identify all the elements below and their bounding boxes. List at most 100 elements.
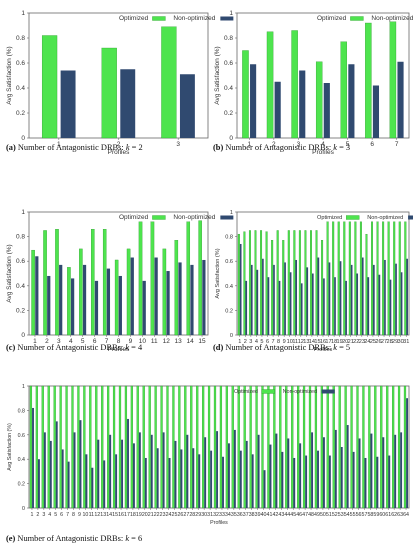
- bar-optimized: [219, 385, 223, 509]
- caption-text: Number of Antagonistic DRBs:: [225, 143, 332, 152]
- legend-label: Optimized: [234, 389, 258, 395]
- bar-optimized: [338, 385, 341, 509]
- bar-optimized: [397, 385, 401, 509]
- bar-non-optimized: [376, 456, 379, 508]
- caption-k: k: [333, 343, 338, 352]
- bar-non-optimized: [233, 429, 236, 508]
- bar-optimized: [41, 35, 58, 139]
- bar-optimized: [148, 385, 151, 509]
- bar-non-optimized: [281, 451, 284, 508]
- caption-a: (a) Number of Antagonistic DRBs: k = 2: [6, 143, 143, 152]
- legend-label: Non-optimized: [173, 214, 215, 221]
- bar-non-optimized: [239, 450, 242, 508]
- bar-non-optimized: [47, 275, 51, 335]
- plot-frame: [28, 385, 410, 509]
- bar-optimized: [287, 230, 290, 336]
- x-tick-label: 6: [266, 339, 269, 345]
- x-tick-label: 28: [386, 339, 392, 345]
- y-tick-label: 0: [21, 135, 25, 142]
- y-axis-label: Avg Satisfaction (%): [215, 248, 221, 298]
- bar-non-optimized: [305, 455, 308, 508]
- bar-optimized: [53, 385, 56, 509]
- x-tick-label: 2: [272, 141, 276, 148]
- chart-panel-3: 0 0.2 0.4 0.6 0.8 1 Avg Satisfaction (%) Profil…: [6, 209, 234, 353]
- bar-non-optimized: [91, 467, 94, 508]
- bar-non-optimized: [142, 280, 146, 335]
- bar-optimized: [386, 385, 389, 509]
- x-tick-label: 1: [57, 141, 61, 148]
- x-tick-label: 9: [283, 339, 286, 345]
- y-tick-label: 1: [21, 209, 25, 216]
- x-tick-label: 3: [57, 338, 61, 345]
- bar-non-optimized: [284, 262, 286, 335]
- bar-optimized: [326, 221, 329, 336]
- x-tick-label: 58: [367, 512, 373, 518]
- bar-optimized: [302, 385, 306, 509]
- x-tick-label: 5: [54, 512, 57, 518]
- legend-swatch-non-optimized: [408, 215, 413, 220]
- x-tick-label: 59: [373, 512, 379, 518]
- bar-optimized: [47, 385, 50, 509]
- x-tick-label: 10: [139, 338, 147, 345]
- x-tick-label: 62: [391, 512, 397, 518]
- bar-non-optimized: [198, 454, 201, 508]
- x-axis-label: Profiles: [312, 149, 334, 156]
- legend-swatch-non-optimized: [321, 389, 335, 394]
- caption-k-value: = 5: [339, 343, 351, 352]
- caption-label: (c): [6, 343, 16, 352]
- bar-optimized: [255, 385, 258, 509]
- x-axis-label: Profiles: [108, 346, 130, 353]
- bar-non-optimized: [278, 280, 281, 335]
- bar-optimized: [291, 385, 294, 509]
- caption-k-value: = 2: [131, 143, 143, 152]
- bar-non-optimized: [204, 437, 207, 508]
- bar-non-optimized: [202, 259, 206, 335]
- x-tick-label: 2: [45, 338, 49, 345]
- bar-optimized: [243, 385, 246, 509]
- x-tick-label: 33: [219, 512, 225, 518]
- x-tick-label: 22: [353, 339, 359, 345]
- bar-optimized: [282, 240, 285, 336]
- x-tick-label: 48: [308, 512, 314, 518]
- bar-optimized: [332, 221, 335, 336]
- bar-optimized: [356, 385, 359, 509]
- bar-non-optimized: [250, 264, 253, 335]
- bar-non-optimized: [178, 262, 182, 335]
- x-tick-label: 25: [172, 512, 178, 518]
- x-tick-label: 15: [314, 339, 320, 345]
- x-tick-label: 16: [320, 339, 326, 345]
- bar-non-optimized: [55, 421, 58, 508]
- legend-label: Optimized: [119, 15, 149, 22]
- x-tick-label: 14: [106, 512, 112, 518]
- bar-non-optimized: [210, 450, 213, 508]
- bar-optimized: [382, 221, 385, 336]
- bar-non-optimized: [156, 448, 159, 508]
- bar-non-optimized: [340, 447, 343, 508]
- caption-k: k: [125, 534, 130, 543]
- bar-non-optimized: [60, 70, 76, 138]
- bar-non-optimized: [166, 271, 170, 335]
- x-tick-label: 12: [94, 512, 100, 518]
- y-tick-label: 0.6: [16, 258, 25, 265]
- bar-optimized: [190, 385, 193, 509]
- x-tick-label: 3: [297, 141, 301, 148]
- x-tick-label: 42: [272, 512, 278, 518]
- caption-k: k: [125, 143, 130, 152]
- bar-non-optimized: [216, 431, 219, 508]
- legend-label: Optimized: [317, 15, 347, 22]
- bar-optimized: [260, 230, 263, 336]
- bar-optimized: [89, 385, 92, 509]
- x-tick-label: 19: [136, 512, 142, 518]
- bar-optimized: [136, 385, 139, 509]
- bar-optimized: [160, 385, 163, 509]
- bar-non-optimized: [121, 439, 124, 508]
- x-tick-label: 18: [331, 339, 337, 345]
- x-tick-label: 11: [292, 339, 298, 345]
- bar-optimized: [207, 385, 211, 509]
- x-tick-label: 26: [375, 339, 381, 345]
- y-axis-label: Avg Satisfaction (%): [214, 46, 221, 104]
- y-tick-label: 0.4: [16, 85, 25, 92]
- bar-optimized: [344, 385, 347, 509]
- bar-optimized: [332, 385, 335, 509]
- y-tick-label: 0.6: [225, 259, 233, 265]
